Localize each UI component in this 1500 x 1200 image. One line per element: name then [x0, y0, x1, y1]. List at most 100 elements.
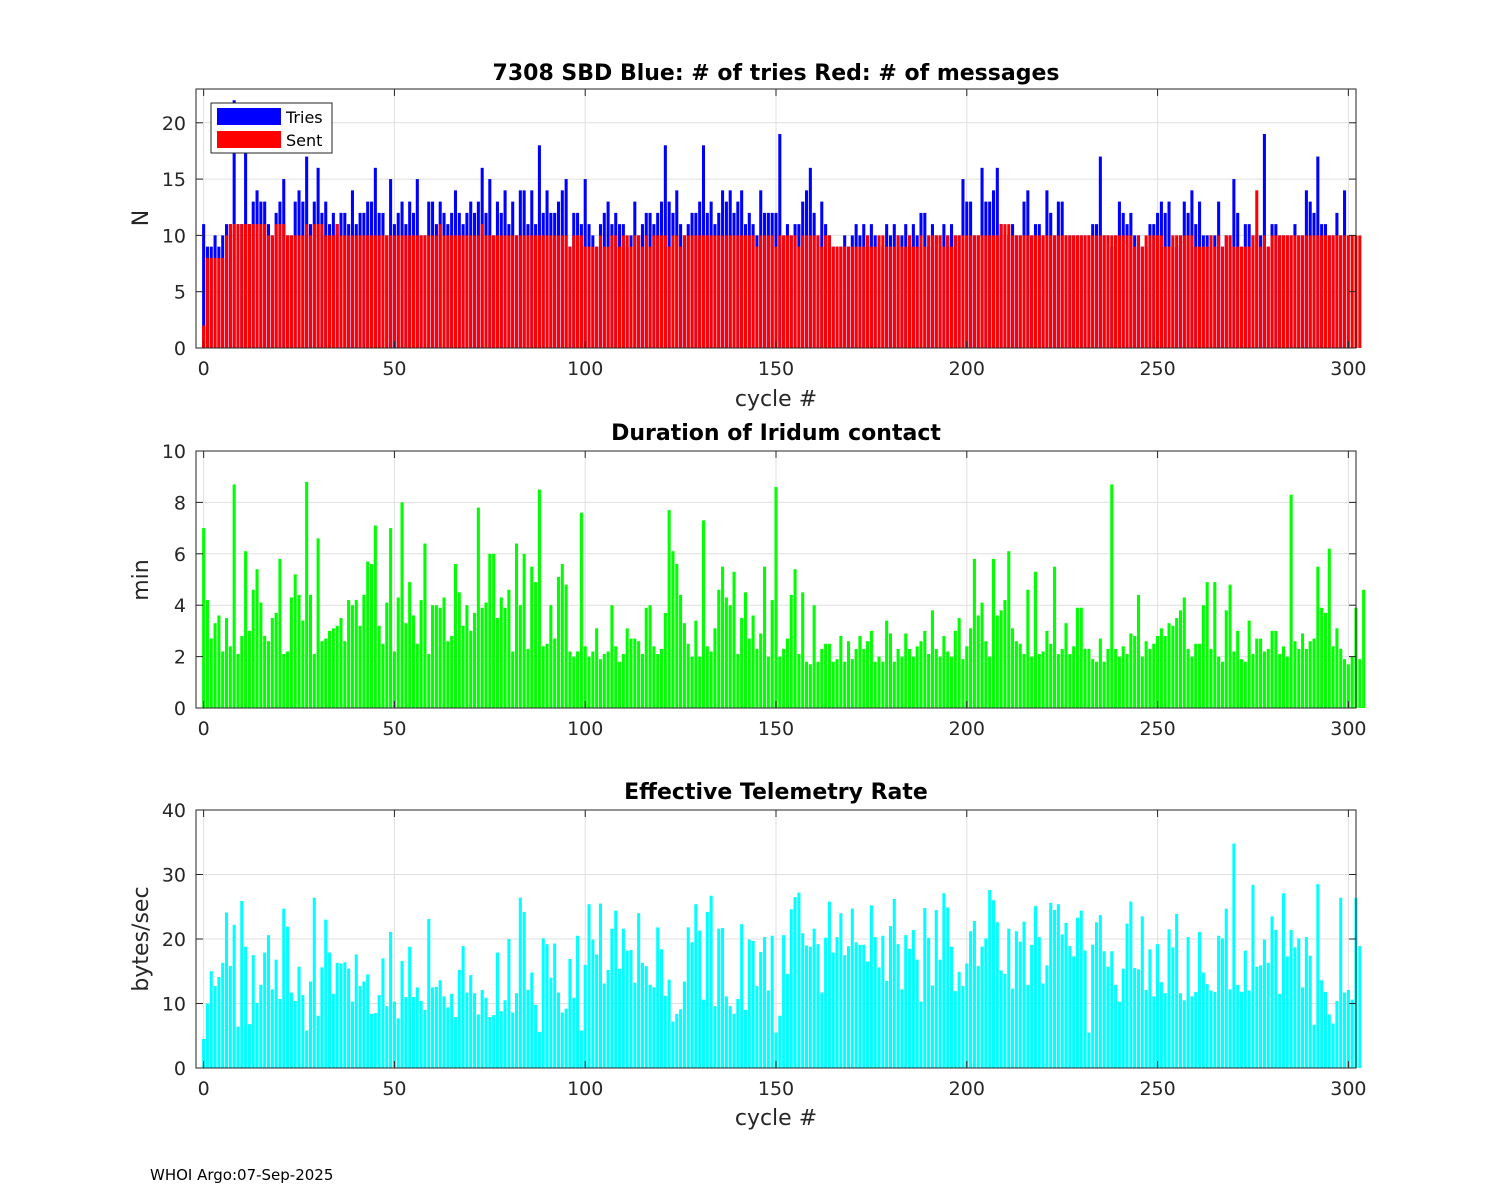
bar-duration-101 — [587, 656, 591, 708]
bar-rate-127 — [686, 927, 690, 1068]
bar-rate-28 — [308, 981, 312, 1068]
x-tick-label: 100 — [567, 718, 603, 740]
bar-duration-238 — [1110, 484, 1114, 708]
bar-sent-168 — [843, 246, 847, 348]
bar-sent-209 — [999, 224, 1003, 348]
bar-rate-271 — [1236, 984, 1240, 1068]
bar-duration-92 — [553, 638, 557, 708]
bar-sent-273 — [1243, 246, 1247, 348]
bar-duration-229 — [1075, 607, 1079, 708]
telemetry-rate-chart: 0 50 100 150 200 250 300 0 10 20 30 40 Effective Te… — [129, 780, 1367, 1131]
bar-rate-168 — [843, 955, 847, 1069]
bar-rate-97 — [572, 997, 576, 1068]
bar-duration-141 — [740, 618, 744, 708]
bar-sent-150 — [774, 246, 778, 348]
bar-sent-58 — [423, 235, 427, 348]
bar-sent-71 — [473, 235, 477, 348]
bar-rate-172 — [858, 944, 862, 1068]
bar-rate-161 — [816, 944, 820, 1068]
bar-rate-285 — [1289, 929, 1293, 1068]
bar-sent-105 — [602, 246, 606, 348]
bar-duration-265 — [1213, 582, 1217, 708]
tries-sent-chart: 0 50 100 150 200 250 300 0 5 10 15 20 7308 SBD Blue… — [129, 61, 1367, 412]
bar-duration-241 — [1121, 646, 1125, 708]
bar-rate-104 — [598, 903, 602, 1068]
bar-rate-81 — [511, 1012, 515, 1068]
bar-rate-242 — [1125, 923, 1129, 1068]
bar-sent-121 — [663, 235, 667, 348]
bar-duration-115 — [640, 654, 644, 708]
bar-duration-204 — [980, 602, 984, 708]
bar-sent-70 — [469, 235, 473, 348]
bar-rate-244 — [1133, 968, 1137, 1068]
x-tick-label: 0 — [198, 1078, 210, 1100]
bar-rate-3 — [213, 986, 217, 1068]
bar-rate-296 — [1331, 1023, 1335, 1068]
bar-duration-211 — [1007, 551, 1011, 708]
bar-sent-128 — [690, 235, 694, 348]
bar-sent-84 — [522, 235, 526, 348]
bar-duration-135 — [717, 589, 721, 708]
bar-rate-188 — [919, 1001, 923, 1068]
bar-sent-184 — [904, 246, 908, 348]
bar-rate-209 — [999, 970, 1003, 1068]
bar-rate-174 — [866, 961, 870, 1068]
bar-duration-221 — [1045, 630, 1049, 708]
bar-duration-225 — [1060, 648, 1064, 708]
bar-sent-40 — [354, 235, 358, 348]
bar-rate-254 — [1171, 947, 1175, 1068]
bar-rate-39 — [350, 1001, 354, 1068]
bar-sent-78 — [499, 235, 503, 348]
y-tick-label: 20 — [162, 929, 186, 951]
bar-duration-133 — [709, 651, 713, 708]
bar-duration-46 — [377, 625, 381, 708]
bar-duration-245 — [1136, 594, 1141, 708]
bar-duration-272 — [1240, 659, 1244, 708]
bar-rate-147 — [763, 937, 767, 1068]
bar-rate-164 — [827, 901, 831, 1068]
bar-sent-272 — [1240, 246, 1244, 348]
bar-sent-279 — [1266, 246, 1270, 348]
bar-sent-247 — [1144, 235, 1148, 348]
bar-duration-53 — [404, 623, 408, 708]
bar-sent-101 — [587, 246, 591, 348]
bar-duration-158 — [805, 661, 809, 708]
bar-rate-120 — [660, 949, 664, 1068]
bar-rate-175 — [869, 905, 873, 1068]
bar-rate-29 — [312, 897, 316, 1068]
bar-duration-129 — [694, 620, 698, 708]
bar-sent-12 — [247, 224, 251, 348]
bar-duration-63 — [442, 597, 446, 708]
bar-sent-90 — [545, 235, 549, 348]
bar-duration-168 — [843, 661, 847, 708]
bar-rate-25 — [297, 966, 301, 1068]
bar-sent-146 — [759, 235, 763, 348]
bar-duration-171 — [854, 648, 858, 708]
bar-duration-153 — [785, 638, 789, 708]
bar-duration-75 — [488, 553, 492, 708]
y-tick-label: 5 — [174, 282, 186, 304]
bar-rate-100 — [583, 964, 587, 1068]
bar-rate-200 — [965, 963, 969, 1068]
bar-sent-265 — [1213, 246, 1217, 348]
bar-sent-185 — [908, 235, 912, 348]
bar-sent-276 — [1255, 190, 1259, 348]
bar-rate-160 — [812, 928, 816, 1068]
bar-rate-12 — [247, 1024, 251, 1068]
bar-sent-29 — [312, 224, 316, 348]
bar-duration-237 — [1106, 648, 1110, 708]
bar-sent-86 — [530, 235, 534, 348]
bar-sent-25 — [297, 235, 301, 348]
bar-rate-268 — [1224, 908, 1228, 1068]
bar-duration-224 — [1056, 654, 1060, 708]
bar-rate-135 — [717, 928, 721, 1068]
bar-sent-177 — [877, 235, 881, 348]
bar-rate-41 — [358, 986, 362, 1068]
bar-rate-203 — [976, 966, 980, 1068]
bar-duration-82 — [515, 543, 519, 708]
bar-sent-198 — [957, 235, 961, 348]
bar-sent-200 — [965, 235, 969, 348]
bar-duration-69 — [465, 605, 469, 708]
bar-sent-274 — [1247, 246, 1251, 348]
bar-duration-13 — [251, 589, 255, 708]
